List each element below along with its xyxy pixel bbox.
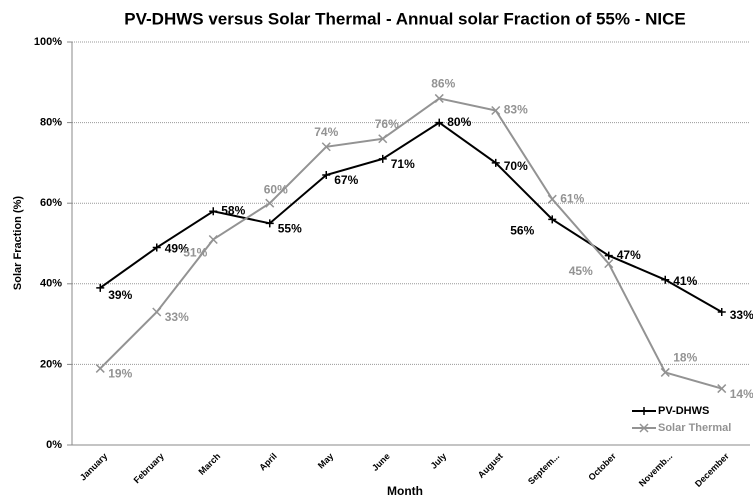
data-label: 19% bbox=[108, 367, 132, 381]
x-tick-label: October bbox=[586, 451, 618, 483]
marker bbox=[322, 170, 331, 179]
x-tick-label: May bbox=[316, 451, 335, 470]
marker bbox=[717, 384, 727, 394]
x-tick-label: Septem... bbox=[526, 451, 561, 486]
data-label: 51% bbox=[183, 246, 207, 260]
data-label: 76% bbox=[375, 117, 399, 131]
data-label: 14% bbox=[730, 387, 753, 401]
data-label: 71% bbox=[391, 157, 415, 171]
x-tick-label: February bbox=[132, 451, 166, 485]
data-label: 49% bbox=[165, 242, 189, 256]
y-tick-label: 60% bbox=[40, 197, 62, 209]
marker bbox=[640, 407, 648, 415]
data-label: 74% bbox=[314, 125, 338, 139]
x-tick-label: January bbox=[78, 451, 109, 482]
marker bbox=[661, 275, 670, 284]
marker bbox=[717, 308, 726, 317]
marker bbox=[378, 154, 387, 163]
y-tick-label: 0% bbox=[46, 439, 62, 451]
series-line bbox=[99, 121, 723, 313]
data-label: 70% bbox=[504, 159, 528, 173]
x-tick-label: June bbox=[370, 451, 392, 473]
legend-label: Solar Thermal bbox=[658, 422, 731, 434]
chart-title: PV-DHWS versus Solar Thermal - Annual so… bbox=[124, 9, 685, 28]
x-tick-label: July bbox=[429, 451, 449, 471]
marker bbox=[604, 259, 614, 269]
marker bbox=[378, 134, 388, 144]
data-label: 56% bbox=[510, 223, 534, 237]
marker bbox=[639, 423, 649, 433]
data-label: 45% bbox=[569, 264, 593, 278]
data-label: 60% bbox=[264, 182, 288, 196]
data-label: 18% bbox=[673, 351, 697, 365]
marker bbox=[152, 243, 161, 252]
marker bbox=[434, 93, 444, 103]
marker bbox=[208, 234, 218, 245]
data-label: 61% bbox=[560, 191, 584, 205]
marker bbox=[152, 307, 162, 317]
data-label: 39% bbox=[108, 288, 132, 302]
data-label: 80% bbox=[447, 115, 471, 129]
marker bbox=[660, 367, 670, 377]
data-label: 86% bbox=[431, 77, 455, 91]
marker bbox=[491, 105, 501, 116]
y-tick-label: 40% bbox=[40, 278, 62, 290]
x-tick-label: Novemb... bbox=[637, 451, 674, 488]
marker bbox=[96, 283, 105, 292]
y-tick-label: 80% bbox=[40, 117, 62, 129]
data-label: 33% bbox=[165, 310, 189, 324]
marker bbox=[547, 194, 557, 204]
marker bbox=[265, 198, 275, 208]
data-label: 47% bbox=[617, 248, 641, 262]
y-tick-label: 100% bbox=[34, 36, 62, 48]
x-tick-label: April bbox=[257, 451, 279, 473]
x-axis-title: Month bbox=[387, 484, 423, 498]
legend-label: PV-DHWS bbox=[658, 405, 709, 417]
marker bbox=[435, 118, 444, 127]
data-label: 33% bbox=[730, 308, 753, 322]
data-label: 55% bbox=[278, 222, 302, 236]
marker bbox=[95, 363, 105, 373]
y-axis-title: Solar Fraction (%) bbox=[12, 196, 24, 290]
x-tick-label: August bbox=[476, 451, 505, 480]
series-line bbox=[99, 97, 723, 390]
y-tick-label: 20% bbox=[40, 358, 62, 370]
marker bbox=[491, 158, 500, 167]
data-label: 58% bbox=[221, 203, 245, 217]
marker bbox=[265, 219, 274, 228]
data-label: 41% bbox=[673, 274, 697, 288]
data-label: 67% bbox=[334, 173, 358, 187]
marker bbox=[548, 215, 557, 224]
marker bbox=[321, 142, 331, 152]
data-label: 83% bbox=[504, 103, 528, 117]
marker bbox=[209, 207, 218, 216]
x-tick-label: December bbox=[693, 451, 731, 489]
x-tick-label: March bbox=[197, 451, 223, 477]
marker bbox=[604, 251, 613, 260]
